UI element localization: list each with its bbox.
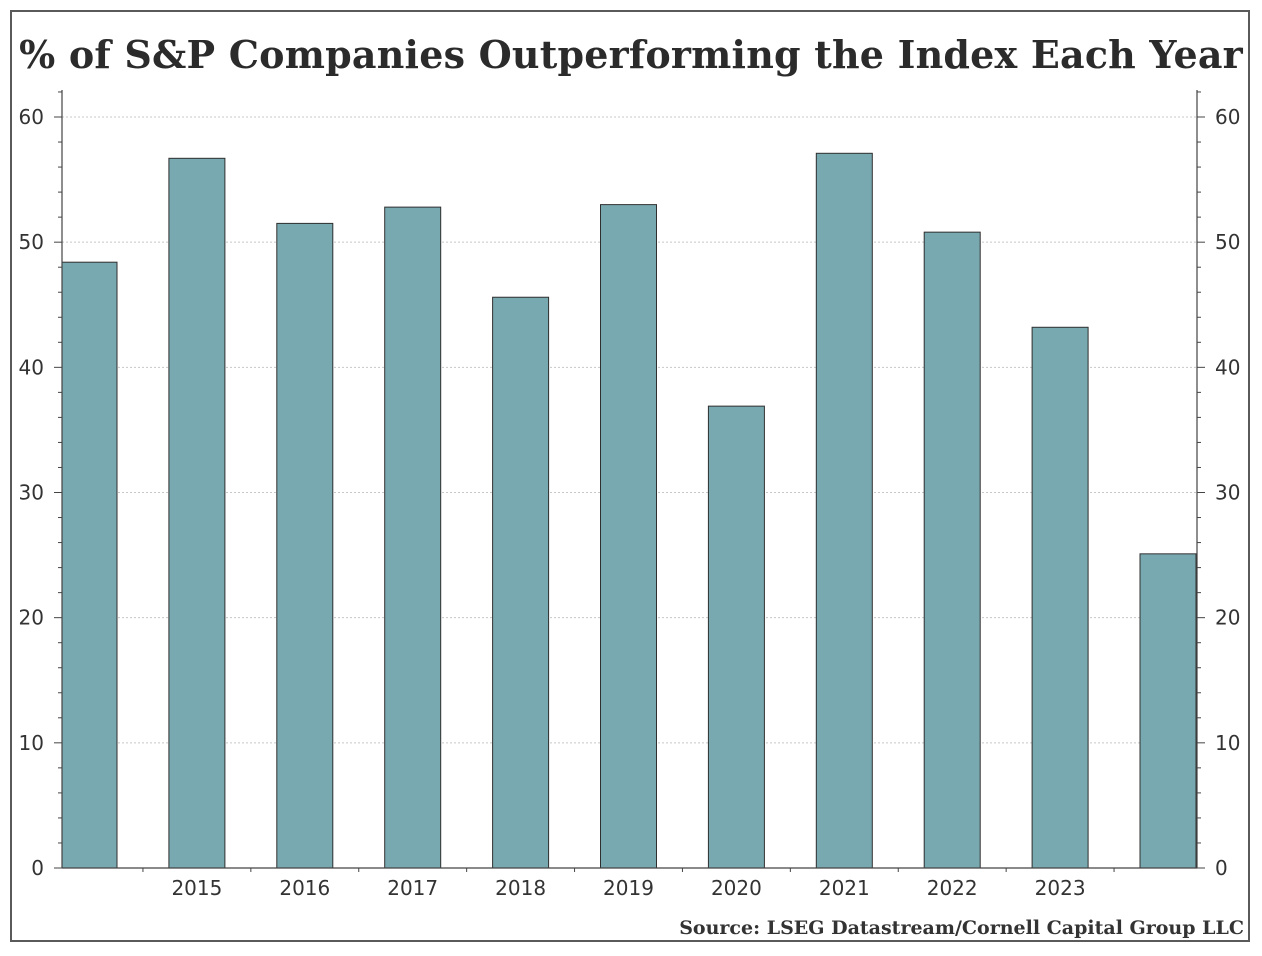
y-tick-label-left: 20 xyxy=(19,606,44,630)
bar-2024 xyxy=(1139,553,1197,869)
bar-2020 xyxy=(707,405,765,869)
axes xyxy=(54,90,1205,872)
y-tick-label-right: 60 xyxy=(1215,105,1240,129)
gridlines xyxy=(62,116,1197,744)
x-tick-label-2020: 2020 xyxy=(711,876,762,900)
y-tick-label-left: 50 xyxy=(19,230,44,254)
x-tick-label-2023: 2023 xyxy=(1035,876,1086,900)
x-tick-label-2017: 2017 xyxy=(387,876,438,900)
bar-2015 xyxy=(168,157,226,869)
y-tick-label-left: 0 xyxy=(31,856,44,880)
bar-2019 xyxy=(600,204,657,869)
bar-2018 xyxy=(492,296,550,869)
y-tick-label-left: 30 xyxy=(19,481,44,505)
bar-2017 xyxy=(384,206,442,869)
y-tick-label-right: 10 xyxy=(1215,731,1240,755)
bars xyxy=(61,152,1197,869)
x-tick-label-2019: 2019 xyxy=(603,876,654,900)
bar-2022 xyxy=(923,231,981,869)
x-tick-label-2016: 2016 xyxy=(279,876,330,900)
y-tick-label-right: 50 xyxy=(1215,230,1240,254)
bar-2016 xyxy=(276,222,334,869)
y-tick-label-left: 40 xyxy=(19,355,44,379)
bar-2021 xyxy=(815,152,873,869)
y-tick-label-left: 60 xyxy=(19,105,44,129)
bar-2014 xyxy=(61,261,118,869)
source-note: Source: LSEG Datastream/Cornell Capital … xyxy=(679,917,1244,939)
y-tick-label-right: 0 xyxy=(1215,856,1228,880)
y-tick-label-left: 10 xyxy=(19,731,44,755)
bar-2023 xyxy=(1031,326,1089,869)
chart-title: % of S&P Companies Outperforming the Ind… xyxy=(19,32,1243,77)
x-tick-label-2015: 2015 xyxy=(171,876,222,900)
x-tick-label-2021: 2021 xyxy=(819,876,870,900)
x-tick-label-2018: 2018 xyxy=(495,876,546,900)
x-tick-label-2022: 2022 xyxy=(927,876,978,900)
y-tick-label-right: 30 xyxy=(1215,481,1240,505)
y-tick-label-right: 40 xyxy=(1215,355,1240,379)
y-tick-label-right: 20 xyxy=(1215,606,1240,630)
